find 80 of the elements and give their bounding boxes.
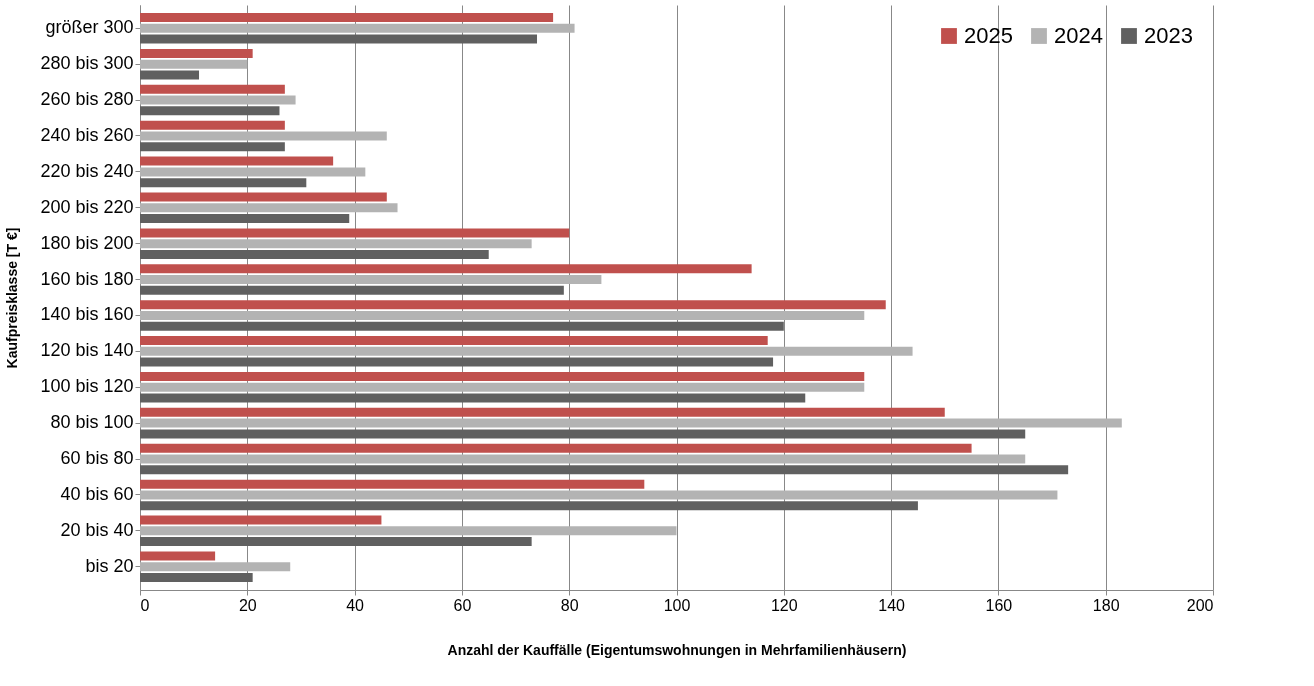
y-tick-label: 140 bis 160: [40, 304, 134, 325]
bar: [140, 465, 1069, 475]
bar: [140, 285, 564, 295]
y-tick-label: 260 bis 280: [40, 89, 134, 110]
x-tick-label: 20: [238, 596, 257, 614]
bar: [140, 178, 307, 188]
bar: [140, 429, 1026, 439]
bar: [140, 95, 296, 105]
bar: [140, 515, 382, 525]
bar: [140, 70, 200, 80]
bar: [140, 393, 806, 403]
y-tick-label: 100 bis 120: [40, 376, 134, 397]
bar: [140, 454, 1026, 464]
bar: [140, 106, 280, 116]
bar: [140, 562, 291, 572]
bar: [140, 228, 570, 238]
y-tick-label: 80 bis 100: [50, 412, 134, 433]
bar: [140, 203, 398, 213]
x-tick-label: 0: [140, 596, 150, 614]
bar: [140, 479, 645, 489]
x-axis-title: Anzahl der Kauffälle (Eigentumswohnungen in Mehrfamilienhäusern): [447, 641, 907, 658]
bar: [140, 300, 886, 310]
y-tick-label: 60 bis 80: [60, 448, 134, 468]
bar: [140, 34, 538, 44]
bar: [140, 131, 387, 141]
y-tick-label: 40 bis 60: [60, 483, 134, 504]
bar: [140, 167, 366, 177]
y-tick-label: 200 bis 220: [40, 196, 134, 217]
bar: [140, 59, 248, 69]
bar: [140, 336, 768, 346]
bar: [140, 13, 554, 23]
y-tick-label: 220 bis 240: [40, 160, 134, 181]
y-tick-label: 180 bis 200: [40, 232, 134, 253]
bar: [140, 526, 677, 536]
bar: [140, 192, 387, 202]
bar: [140, 156, 334, 166]
bar: [140, 142, 285, 152]
bar: [140, 371, 865, 381]
y-tick-label: 240 bis 260: [40, 125, 134, 145]
y-axis-title: Kaufpreisklasse [T €]: [4, 227, 21, 369]
bar: [140, 249, 489, 259]
bar: [140, 572, 253, 582]
bar: [140, 48, 253, 58]
x-tick-label: 60: [453, 596, 472, 614]
x-tick-label: 80: [560, 596, 579, 614]
y-tick-label: 20 bis 40: [60, 519, 134, 540]
x-tick-label: 100: [663, 596, 691, 614]
bar: [140, 275, 602, 285]
y-tick-label: 160 bis 180: [40, 268, 134, 289]
x-tick-label: 140: [878, 596, 906, 614]
legend-label: 2025: [964, 23, 1013, 48]
bar: [140, 490, 1058, 500]
bar: [140, 357, 774, 367]
y-tick-label: 280 bis 300: [40, 53, 134, 74]
bar: [140, 84, 285, 94]
x-tick-label: 160: [985, 596, 1013, 614]
x-tick-label: 40: [346, 596, 365, 614]
bar: [140, 23, 575, 33]
bar: [140, 239, 532, 249]
bar: [140, 537, 532, 547]
legend-label: 2023: [1144, 23, 1193, 48]
bar: [140, 407, 945, 417]
bar: [140, 321, 784, 331]
bar: [140, 501, 918, 511]
x-tick-label: 180: [1092, 596, 1120, 614]
bar: [140, 310, 865, 320]
bar: [140, 551, 216, 561]
bar: [140, 418, 1122, 428]
bar: [140, 264, 752, 274]
x-tick-label: 200: [1186, 596, 1214, 614]
y-tick-label: bis 20: [85, 555, 134, 576]
bar: [140, 382, 865, 392]
bar: [140, 443, 972, 453]
legend-label: 2024: [1054, 23, 1103, 48]
bar: [140, 346, 913, 356]
y-tick-label: 120 bis 140: [40, 340, 134, 361]
x-tick-label: 120: [770, 596, 798, 614]
bar: [140, 120, 285, 130]
bar: [140, 214, 350, 224]
y-tick-label: größer 300: [45, 17, 134, 38]
